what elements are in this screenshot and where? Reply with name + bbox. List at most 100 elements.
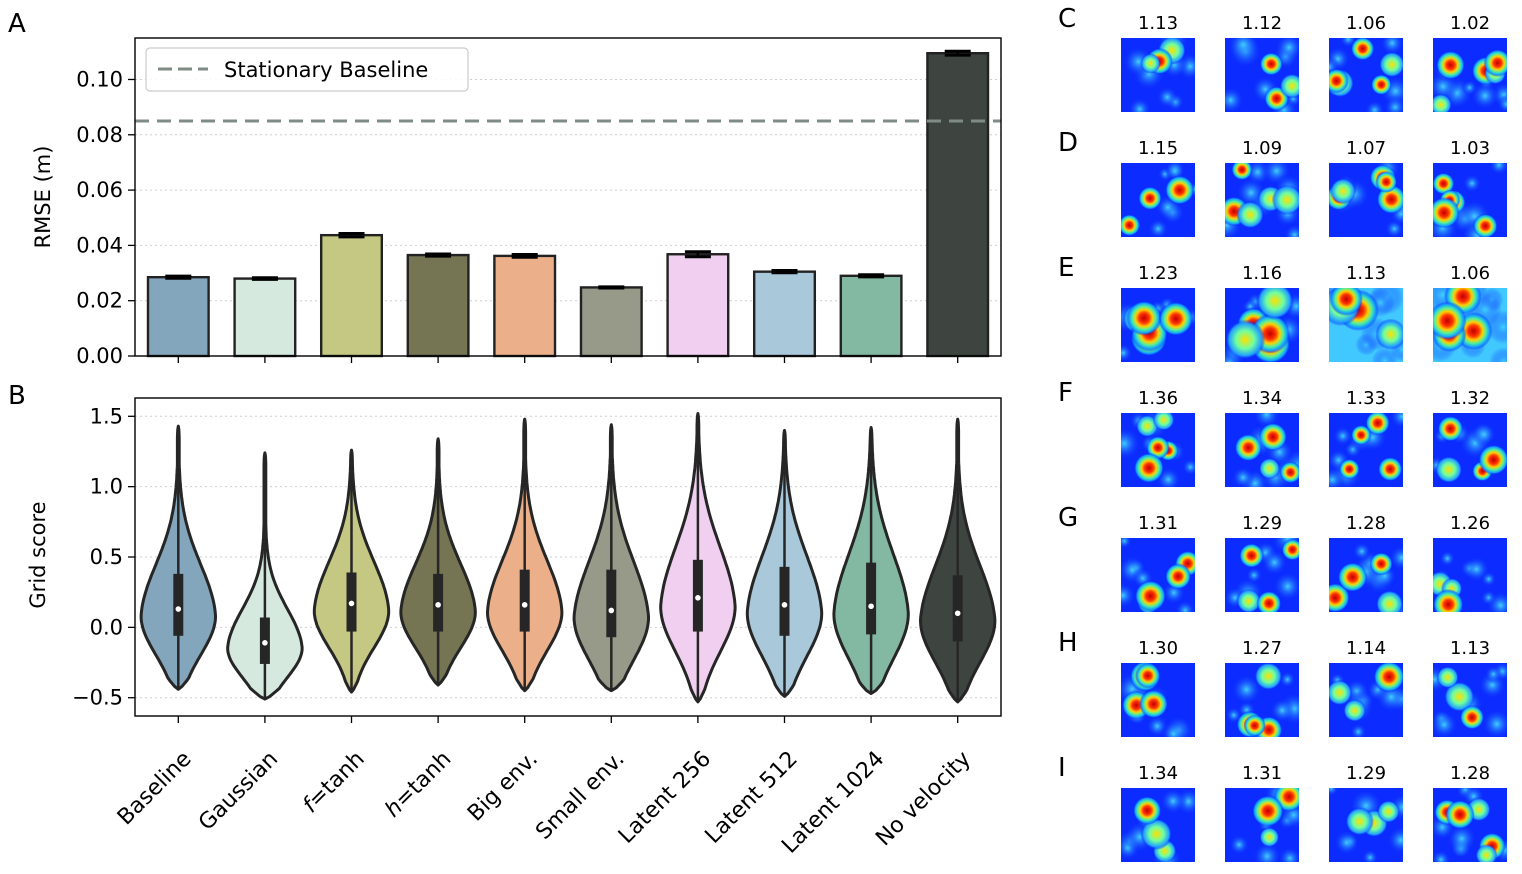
- rate-map-blob: [1121, 581, 1137, 610]
- rate-map-blob: [1471, 421, 1497, 448]
- violin-median-latent-256: [695, 595, 701, 601]
- rate-map-firing-field: [1329, 178, 1357, 205]
- rate-map-blob: [1260, 548, 1289, 577]
- rate-map-h-2: 1.27: [1225, 638, 1299, 737]
- rate-map-firing-field: [1271, 184, 1299, 216]
- rate-map-blob: [1488, 163, 1507, 176]
- rate-map-e-3: 1.13: [1329, 263, 1403, 362]
- grid-score-label: 1.07: [1346, 138, 1386, 159]
- rate-map-firing-field: [1329, 582, 1351, 612]
- rate-map-g-2: 1.29: [1225, 513, 1299, 612]
- bar-latent-1024: [839, 274, 903, 358]
- rate-map-d-4: 1.03: [1433, 138, 1507, 237]
- rate-map-blob: [1226, 38, 1261, 62]
- rate-map-firing-field: [1329, 679, 1353, 706]
- rate-map-h-1: 1.30: [1121, 638, 1195, 737]
- rate-map-firing-field: [1350, 424, 1372, 446]
- panel-letter-c: C: [1058, 4, 1076, 34]
- rate-map-blob: [1480, 570, 1497, 588]
- rate-map-blob: [1332, 425, 1354, 447]
- grid-score-label: 1.06: [1346, 13, 1386, 34]
- panel-a-rmse-bar-chart: RMSE (m) 0.00 0.02 0.04 0.06 0.08 0.10 Statio…: [31, 37, 1002, 368]
- violin-median-gaussian: [262, 640, 268, 646]
- grid-score-label: 1.26: [1450, 513, 1490, 534]
- panel-a-y-tick-label: 0.02: [76, 289, 123, 313]
- rate-map-blob: [1283, 223, 1299, 237]
- bar-latent-256: [666, 253, 730, 358]
- rate-map-firing-field: [1158, 301, 1194, 337]
- bar-small-env: [579, 286, 643, 358]
- panel-b-y-tick-label: 0.5: [90, 545, 123, 569]
- rate-map-e-4: 1.06: [1433, 263, 1507, 362]
- grid-score-label: 1.31: [1138, 513, 1178, 534]
- rate-map-firing-field: [1225, 319, 1266, 360]
- rate-map-firing-field: [1236, 200, 1265, 229]
- rate-map-firing-field: [1373, 663, 1403, 693]
- panel-letter-i: I: [1058, 753, 1066, 783]
- rate-map-blob: [1155, 85, 1179, 109]
- rate-map-blob: [1277, 846, 1299, 862]
- rate-map-firing-field: [1337, 562, 1368, 593]
- violin-median-latent-1024: [868, 603, 874, 610]
- panel-a-y-tick-label: 0.08: [76, 123, 123, 147]
- rate-map-firing-field: [1254, 663, 1283, 691]
- rate-map-i-2: 1.31: [1225, 763, 1299, 862]
- bar-latent-512: [752, 270, 817, 358]
- rate-map-blob: [1496, 94, 1507, 112]
- rate-map-firing-field: [1443, 681, 1475, 713]
- grid-score-label: 1.31: [1242, 763, 1282, 784]
- x-tick-label-text: Latent 256: [614, 747, 716, 849]
- rate-map-firing-field: [1251, 795, 1284, 827]
- panel-a-frame: [134, 37, 1002, 357]
- rate-map-blob: [1273, 38, 1299, 63]
- rate-map-firing-field: [1134, 580, 1167, 612]
- grid-score-label: 1.33: [1346, 388, 1386, 409]
- rate-map-blob: [1278, 670, 1297, 689]
- rate-map-firing-field: [1377, 456, 1403, 482]
- rate-map-firing-field: [1433, 197, 1460, 229]
- rate-map-firing-field: [1375, 589, 1403, 612]
- rate-map-blob: [1462, 173, 1482, 194]
- rate-map-firing-field: [1135, 663, 1161, 689]
- rate-map-g-4: 1.26: [1433, 513, 1507, 612]
- rate-map-i-3: 1.29: [1329, 763, 1403, 862]
- violin-iqr-box-baseline: [173, 573, 184, 636]
- rate-map-i-1: 1.34: [1121, 763, 1195, 862]
- grid-score-label: 1.02: [1450, 13, 1490, 34]
- grid-score-label: 1.12: [1242, 13, 1282, 34]
- panel-letter-f: F: [1058, 378, 1073, 408]
- grid-score-label: 1.36: [1138, 388, 1178, 409]
- grid-score-label: 1.34: [1138, 763, 1178, 784]
- violin-iqr-box-latent-1024: [866, 562, 877, 635]
- panel-a-y-tick-label: 0.06: [76, 178, 123, 202]
- panel-a-legend: Stationary Baseline: [145, 47, 469, 92]
- panel-letter-b: B: [8, 381, 26, 411]
- grid-score-label: 1.28: [1450, 763, 1490, 784]
- rate-map-blob: [1160, 720, 1187, 737]
- rate-map-blob: [1251, 841, 1283, 862]
- rate-map-blob: [1269, 697, 1296, 724]
- rate-map-blob: [1480, 707, 1507, 737]
- rate-map-firing-field: [1436, 666, 1459, 689]
- rate-map-firing-field: [1370, 74, 1392, 96]
- rate-map-firing-field: [1140, 53, 1161, 74]
- rate-map-c-2: 1.12: [1225, 13, 1299, 112]
- rate-map-firing-field: [1132, 796, 1162, 825]
- rate-map-firing-field: [1345, 807, 1374, 836]
- rate-map-blob: [1349, 723, 1368, 737]
- rate-map-blob: [1231, 465, 1256, 487]
- panel-a-y-tick-label: 0.00: [76, 344, 123, 368]
- violin-median-f-tanh: [348, 600, 355, 607]
- rate-map-firing-field: [1483, 49, 1507, 77]
- rate-map-g-1: 1.31: [1121, 513, 1195, 612]
- grid-score-label: 1.09: [1242, 138, 1282, 159]
- grid-score-label: 1.29: [1242, 513, 1282, 534]
- rate-map-blob: [1438, 549, 1456, 567]
- rate-map-e-1: 1.23: [1121, 263, 1195, 362]
- grid-score-label: 1.13: [1450, 638, 1490, 659]
- rate-map-firing-field: [1234, 433, 1263, 462]
- rate-map-firing-field: [1164, 175, 1195, 205]
- rate-map-firing-field: [1433, 93, 1452, 112]
- rate-map-firing-field: [1236, 588, 1261, 612]
- rate-map-firing-field: [1164, 563, 1192, 590]
